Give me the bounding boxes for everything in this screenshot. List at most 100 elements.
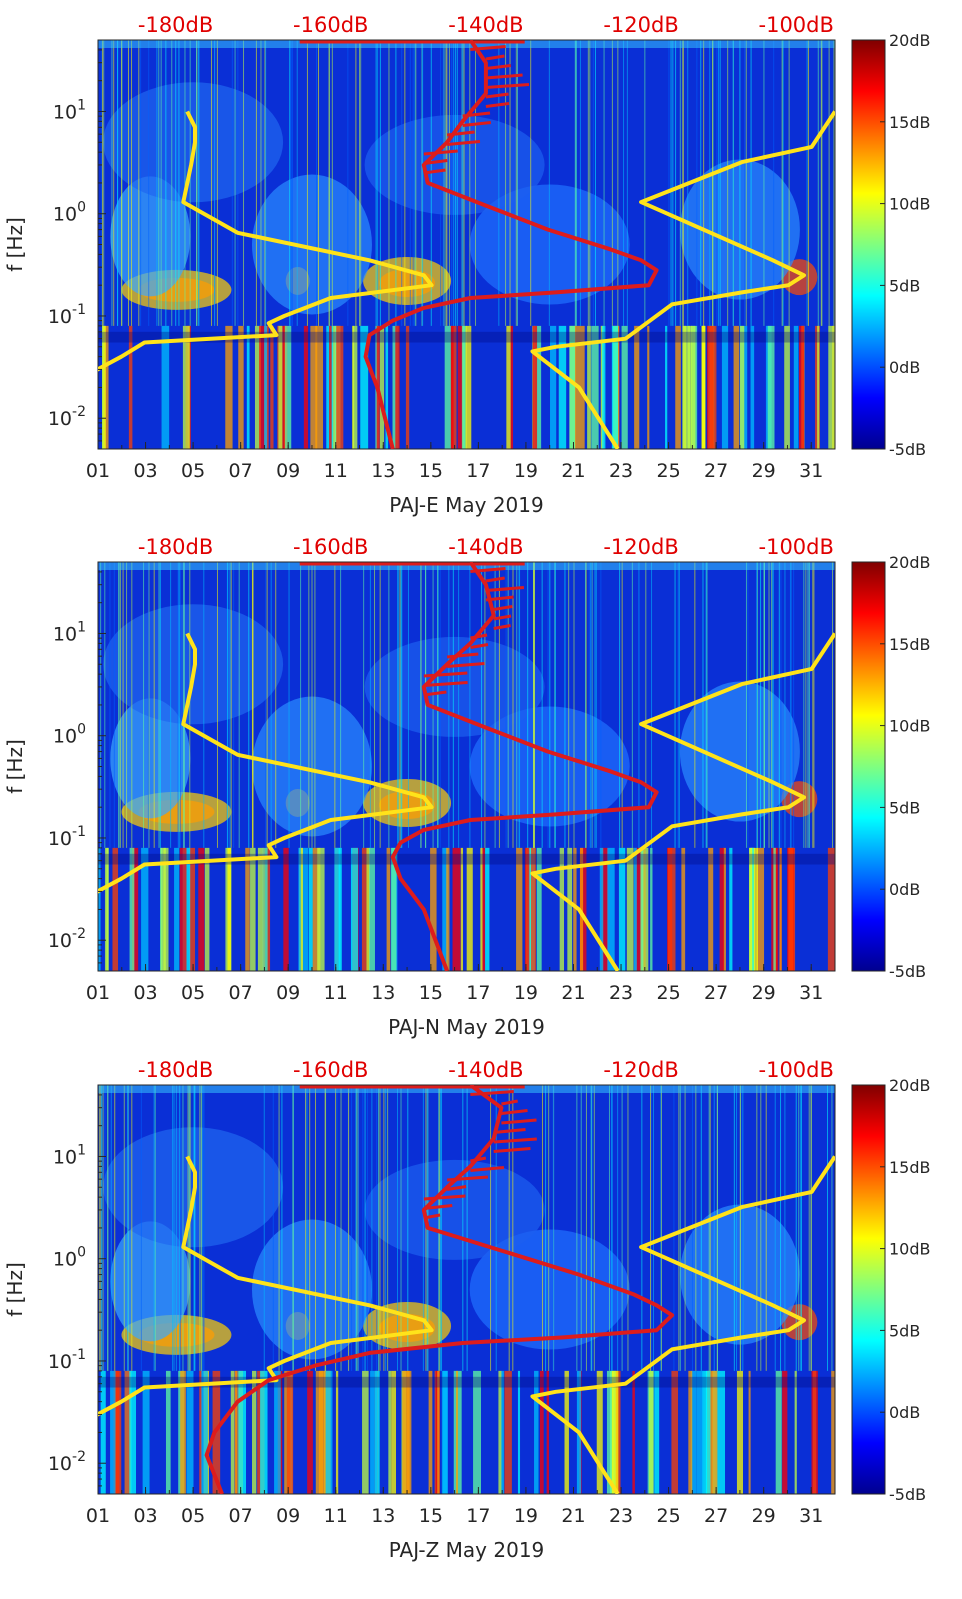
colorbar-label: 0dB xyxy=(889,1403,920,1422)
x-tick-label: 07 xyxy=(229,1505,253,1527)
colorbar xyxy=(851,561,886,972)
colorbar-label: 5dB xyxy=(889,798,920,817)
top-axis-label: -140dB xyxy=(448,13,523,37)
x-tick-label: 09 xyxy=(276,982,300,1004)
x-tick-label: 19 xyxy=(514,1505,538,1527)
colorbar-label: -5dB xyxy=(889,962,926,981)
x-tick-label: 11 xyxy=(324,1505,348,1527)
x-tick-label: 07 xyxy=(229,460,253,482)
x-tick-label: 03 xyxy=(133,460,157,482)
x-tick-label: 19 xyxy=(514,460,538,482)
spectrogram-image xyxy=(98,1085,835,1494)
x-axis-label: PAJ-N May 2019 xyxy=(388,1015,545,1039)
x-axis-label: PAJ-E May 2019 xyxy=(389,493,543,517)
top-axis-label: -180dB xyxy=(138,1058,213,1082)
noise-model-curve-2 xyxy=(530,110,835,449)
x-tick-label: 11 xyxy=(324,982,348,1004)
colorbar-label: 5dB xyxy=(889,276,920,295)
x-tick-label: 09 xyxy=(276,1505,300,1527)
colorbar-label: 15dB xyxy=(889,1158,931,1177)
panel-2: 01 03 05 07 09 11 13 15 17 19 21 23 25 27 29 31 PAJ-N Ma… xyxy=(3,535,931,1039)
top-axis-label: -140dB xyxy=(448,535,523,559)
colorbar-label: 20dB xyxy=(889,553,931,572)
colorbar-label: -5dB xyxy=(889,440,926,459)
top-axis-label: -160dB xyxy=(293,535,368,559)
x-tick-label: 29 xyxy=(752,982,776,1004)
top-axis-label: -100dB xyxy=(759,535,834,559)
median-psd-high-freq xyxy=(423,45,530,175)
top-axis-label: -160dB xyxy=(293,13,368,37)
x-tick-label: 31 xyxy=(799,1505,823,1527)
noise-model-curve-1 xyxy=(98,632,434,894)
x-tick-label: 29 xyxy=(752,1505,776,1527)
colorbar-label: 5dB xyxy=(889,1321,920,1340)
y-tick-label: 10-1 xyxy=(48,302,86,328)
median-psd-curve xyxy=(363,40,659,449)
top-axis-label: -120dB xyxy=(603,535,678,559)
spectrogram-image xyxy=(98,562,835,971)
x-tick-label: 05 xyxy=(181,982,205,1004)
panel-3: 01 03 05 07 09 11 13 15 17 19 21 23 25 27 29 31 PAJ-Z Ma… xyxy=(3,1058,931,1562)
colorbar-label: 10dB xyxy=(889,195,931,214)
top-axis-label: -180dB xyxy=(138,13,213,37)
colorbar-label: 15dB xyxy=(889,113,931,132)
x-tick-label: 23 xyxy=(609,1505,633,1527)
spectrogram-image xyxy=(98,40,835,449)
x-tick-label: 31 xyxy=(799,982,823,1004)
top-axis-label: -160dB xyxy=(293,1058,368,1082)
x-tick-label: 05 xyxy=(181,1505,205,1527)
noise-model-curve-1 xyxy=(98,1155,434,1417)
noise-model-curve-2 xyxy=(530,1155,835,1494)
y-tick-label: 101 xyxy=(53,97,86,123)
y-axis-label: f [Hz] xyxy=(3,217,27,272)
colorbar-label: 10dB xyxy=(889,717,931,736)
top-axis-label: -120dB xyxy=(603,13,678,37)
y-axis-label: f [Hz] xyxy=(3,739,27,794)
median-psd-curve xyxy=(204,1085,675,1494)
noise-model-curve-2 xyxy=(530,632,835,971)
x-tick-label: 23 xyxy=(609,460,633,482)
x-tick-label: 17 xyxy=(466,1505,490,1527)
x-tick-label: 23 xyxy=(609,982,633,1004)
x-tick-label: 21 xyxy=(561,460,585,482)
colorbar-label: -5dB xyxy=(889,1485,926,1504)
x-tick-label: 15 xyxy=(419,460,443,482)
colorbar xyxy=(851,1084,886,1495)
x-tick-label: 17 xyxy=(466,982,490,1004)
x-tick-label: 27 xyxy=(704,1505,728,1527)
x-tick-label: 25 xyxy=(656,1505,680,1527)
x-tick-label: 15 xyxy=(419,1505,443,1527)
top-axis-label: -100dB xyxy=(759,13,834,37)
x-tick-label: 11 xyxy=(324,460,348,482)
x-axis-label: PAJ-Z May 2019 xyxy=(389,1538,545,1562)
y-tick-label: 100 xyxy=(53,1245,86,1271)
y-tick-label: 10-1 xyxy=(48,824,86,850)
y-tick-label: 100 xyxy=(53,200,86,226)
x-tick-label: 25 xyxy=(656,982,680,1004)
top-axis-label: -140dB xyxy=(448,1058,523,1082)
y-axis-label: f [Hz] xyxy=(3,1262,27,1317)
colorbar-label: 10dB xyxy=(889,1240,931,1259)
colorbar-label: 20dB xyxy=(889,1076,931,1095)
x-tick-label: 27 xyxy=(704,982,728,1004)
x-tick-label: 03 xyxy=(133,1505,157,1527)
x-tick-label: 31 xyxy=(799,460,823,482)
top-axis-label: -180dB xyxy=(138,535,213,559)
x-tick-label: 05 xyxy=(181,460,205,482)
median-psd-high-freq xyxy=(423,567,525,697)
y-tick-label: 101 xyxy=(53,619,86,645)
y-tick-label: 10-2 xyxy=(48,1449,86,1475)
top-axis-label: -120dB xyxy=(603,1058,678,1082)
x-tick-label: 03 xyxy=(133,982,157,1004)
y-tick-label: 10-2 xyxy=(48,404,86,430)
colorbar-label: 0dB xyxy=(889,358,920,377)
x-tick-label: 01 xyxy=(86,1505,110,1527)
x-tick-label: 15 xyxy=(419,982,443,1004)
panel-1: 01 03 05 07 09 11 13 15 17 19 21 23 25 27 29 31 PAJ-E Ma… xyxy=(3,13,931,517)
colorbar-label: 20dB xyxy=(889,31,931,50)
y-tick-label: 101 xyxy=(53,1142,86,1168)
x-tick-label: 13 xyxy=(371,460,395,482)
colorbar xyxy=(851,39,886,450)
x-tick-label: 27 xyxy=(704,460,728,482)
